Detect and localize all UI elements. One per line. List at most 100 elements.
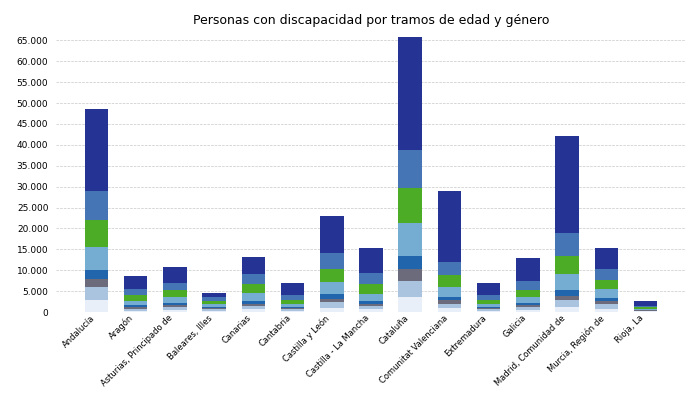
- Bar: [555, 307, 579, 312]
- Bar: [555, 300, 579, 307]
- Bar: [202, 310, 226, 311]
- Bar: [477, 300, 500, 304]
- Bar: [516, 297, 540, 303]
- Bar: [594, 298, 618, 301]
- Bar: [202, 293, 226, 297]
- Bar: [359, 294, 383, 301]
- Bar: [241, 301, 265, 304]
- Bar: [241, 310, 265, 312]
- Bar: [516, 290, 540, 297]
- Bar: [281, 300, 304, 304]
- Bar: [85, 191, 108, 220]
- Bar: [438, 300, 461, 304]
- Bar: [124, 295, 148, 301]
- Bar: [438, 275, 461, 287]
- Bar: [594, 280, 618, 290]
- Bar: [163, 297, 187, 303]
- Bar: [281, 295, 304, 300]
- Bar: [398, 281, 422, 297]
- Bar: [398, 150, 422, 188]
- Bar: [85, 287, 108, 300]
- Title: Personas con discapacidad por tramos de edad y género: Personas con discapacidad por tramos de …: [193, 14, 550, 27]
- Bar: [85, 109, 108, 191]
- Bar: [359, 301, 383, 304]
- Bar: [124, 276, 148, 288]
- Bar: [555, 274, 579, 290]
- Bar: [241, 306, 265, 310]
- Bar: [594, 268, 618, 280]
- Bar: [320, 282, 344, 294]
- Bar: [163, 310, 187, 312]
- Bar: [438, 262, 461, 275]
- Bar: [320, 302, 344, 308]
- Bar: [634, 300, 657, 306]
- Bar: [555, 290, 579, 296]
- Bar: [202, 304, 226, 307]
- Bar: [438, 308, 461, 312]
- Bar: [163, 283, 187, 290]
- Bar: [516, 307, 540, 310]
- Bar: [438, 296, 461, 300]
- Bar: [163, 305, 187, 307]
- Bar: [594, 290, 618, 298]
- Bar: [438, 191, 461, 262]
- Bar: [320, 216, 344, 254]
- Bar: [163, 267, 187, 283]
- Bar: [124, 301, 148, 305]
- Bar: [555, 232, 579, 256]
- Bar: [634, 309, 657, 310]
- Bar: [124, 288, 148, 295]
- Bar: [359, 248, 383, 273]
- Bar: [281, 308, 304, 310]
- Bar: [555, 296, 579, 300]
- Bar: [320, 269, 344, 282]
- Bar: [281, 304, 304, 307]
- Bar: [634, 306, 657, 308]
- Bar: [281, 307, 304, 308]
- Bar: [163, 307, 187, 310]
- Bar: [85, 220, 108, 247]
- Bar: [594, 301, 618, 304]
- Bar: [85, 280, 108, 287]
- Bar: [555, 136, 579, 232]
- Bar: [320, 254, 344, 269]
- Bar: [359, 304, 383, 306]
- Bar: [241, 304, 265, 306]
- Bar: [124, 307, 148, 309]
- Bar: [241, 257, 265, 274]
- Bar: [85, 300, 108, 312]
- Bar: [281, 311, 304, 312]
- Bar: [516, 305, 540, 307]
- Bar: [202, 311, 226, 312]
- Bar: [555, 256, 579, 274]
- Bar: [281, 283, 304, 295]
- Bar: [359, 306, 383, 310]
- Bar: [516, 303, 540, 305]
- Bar: [359, 273, 383, 284]
- Bar: [241, 284, 265, 293]
- Bar: [398, 269, 422, 281]
- Bar: [241, 274, 265, 284]
- Bar: [398, 297, 422, 312]
- Bar: [398, 256, 422, 269]
- Bar: [477, 308, 500, 310]
- Bar: [124, 309, 148, 310]
- Bar: [202, 307, 226, 308]
- Bar: [320, 299, 344, 302]
- Bar: [202, 301, 226, 304]
- Bar: [163, 303, 187, 305]
- Bar: [124, 305, 148, 307]
- Bar: [398, 38, 422, 150]
- Bar: [516, 281, 540, 290]
- Bar: [85, 247, 108, 270]
- Bar: [281, 310, 304, 311]
- Bar: [438, 304, 461, 308]
- Bar: [477, 307, 500, 308]
- Bar: [241, 293, 265, 301]
- Bar: [202, 308, 226, 310]
- Bar: [202, 297, 226, 301]
- Bar: [594, 304, 618, 309]
- Bar: [634, 311, 657, 312]
- Bar: [85, 270, 108, 280]
- Bar: [124, 310, 148, 312]
